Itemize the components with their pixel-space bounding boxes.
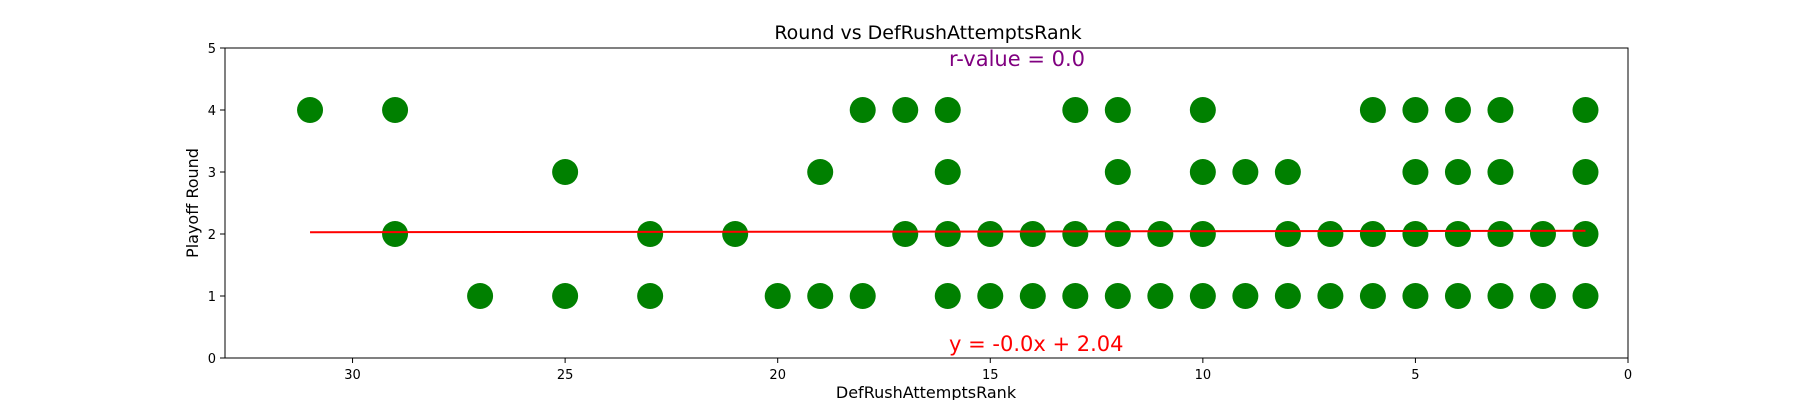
scatter-point — [1359, 283, 1386, 309]
scatter-point — [1104, 283, 1131, 309]
scatter-point — [1274, 283, 1301, 309]
scatter-point — [892, 221, 919, 247]
y-tick-label: 2 — [208, 228, 216, 243]
scatter-point — [1402, 283, 1429, 309]
scatter-point — [934, 159, 961, 185]
scatter-point — [1487, 221, 1514, 247]
scatter-point — [1062, 221, 1089, 247]
scatter-point — [1019, 283, 1046, 309]
scatter-point — [382, 221, 409, 247]
scatter-point — [637, 221, 664, 247]
y-tick-label: 1 — [208, 290, 216, 305]
x-tick-label: 25 — [557, 368, 574, 383]
y-tick-label: 5 — [208, 42, 216, 57]
regression-equation-annotation: y = -0.0x + 2.04 — [949, 332, 1123, 356]
scatter-point — [977, 221, 1004, 247]
scatter-point — [1062, 283, 1089, 309]
scatter-point — [1529, 283, 1556, 309]
y-axis-label: Playoff Round — [183, 148, 202, 258]
scatter-point — [1572, 283, 1599, 309]
scatter-point — [1147, 221, 1174, 247]
scatter-point — [1359, 97, 1386, 123]
scatter-point — [807, 283, 834, 309]
regression-line — [310, 229, 1586, 234]
scatter-point — [722, 221, 749, 247]
x-tick-label: 15 — [982, 368, 999, 383]
scatter-point — [1444, 283, 1471, 309]
scatter-point — [1232, 283, 1259, 309]
scatter-point — [1317, 221, 1344, 247]
y-tick-label: 3 — [208, 166, 216, 181]
x-axis-ticks: 30 25 20 15 10 5 0 — [344, 358, 1632, 383]
y-tick-label: 4 — [208, 104, 216, 119]
scatter-point — [849, 97, 876, 123]
x-tick-label: 5 — [1411, 368, 1419, 383]
scatter-point — [467, 283, 494, 309]
scatter-point — [1572, 159, 1599, 185]
scatter-point — [1572, 97, 1599, 123]
scatter-point — [1274, 159, 1301, 185]
scatter-point — [552, 283, 579, 309]
scatter-point — [1402, 97, 1429, 123]
scatter-point — [1104, 159, 1131, 185]
y-axis-ticks: 0 1 2 3 4 5 — [208, 42, 225, 367]
scatter-point — [1189, 97, 1216, 123]
scatter-point — [1444, 159, 1471, 185]
scatter-point — [849, 283, 876, 309]
scatter-point — [1402, 159, 1429, 185]
scatter-point — [977, 283, 1004, 309]
x-tick-label: 10 — [1195, 368, 1212, 383]
x-tick-label: 20 — [769, 368, 786, 383]
scatter-point — [1104, 221, 1131, 247]
plot-area — [297, 97, 1599, 309]
scatter-point — [297, 97, 324, 123]
scatter-point — [1444, 97, 1471, 123]
scatter-point — [1104, 97, 1131, 123]
x-tick-label: 30 — [344, 368, 361, 383]
scatter-point — [1402, 221, 1429, 247]
scatter-point — [1317, 283, 1344, 309]
scatter-point — [1487, 159, 1514, 185]
scatter-point — [1019, 221, 1046, 247]
scatter-point — [1487, 283, 1514, 309]
scatter-point — [1487, 97, 1514, 123]
scatter-point — [1359, 221, 1386, 247]
scatter-point — [1147, 283, 1174, 309]
axes-frame — [224, 47, 1629, 359]
x-tick-label: 0 — [1624, 368, 1632, 383]
scatter-point — [892, 97, 919, 123]
scatter-point — [1189, 283, 1216, 309]
scatter-point — [934, 283, 961, 309]
scatter-point — [764, 283, 791, 309]
scatter-point — [382, 97, 409, 123]
scatter-point — [552, 159, 579, 185]
chart-title: Round vs DefRushAttemptsRank — [774, 22, 1081, 44]
scatter-point — [934, 97, 961, 123]
scatter-point — [1529, 221, 1556, 247]
y-tick-label: 0 — [208, 352, 216, 367]
x-axis-label: DefRushAttemptsRank — [836, 383, 1017, 400]
scatter-point — [1189, 221, 1216, 247]
scatter-point — [1189, 159, 1216, 185]
scatter-point — [1062, 97, 1089, 123]
scatter-point — [1444, 221, 1471, 247]
scatter-point — [1572, 221, 1599, 247]
scatter-point — [1232, 159, 1259, 185]
scatter-point — [807, 159, 834, 185]
scatter-point — [1274, 221, 1301, 247]
scatter-point — [934, 221, 961, 247]
scatter-point — [637, 283, 664, 309]
r-value-annotation: r-value = 0.0 — [949, 47, 1085, 71]
